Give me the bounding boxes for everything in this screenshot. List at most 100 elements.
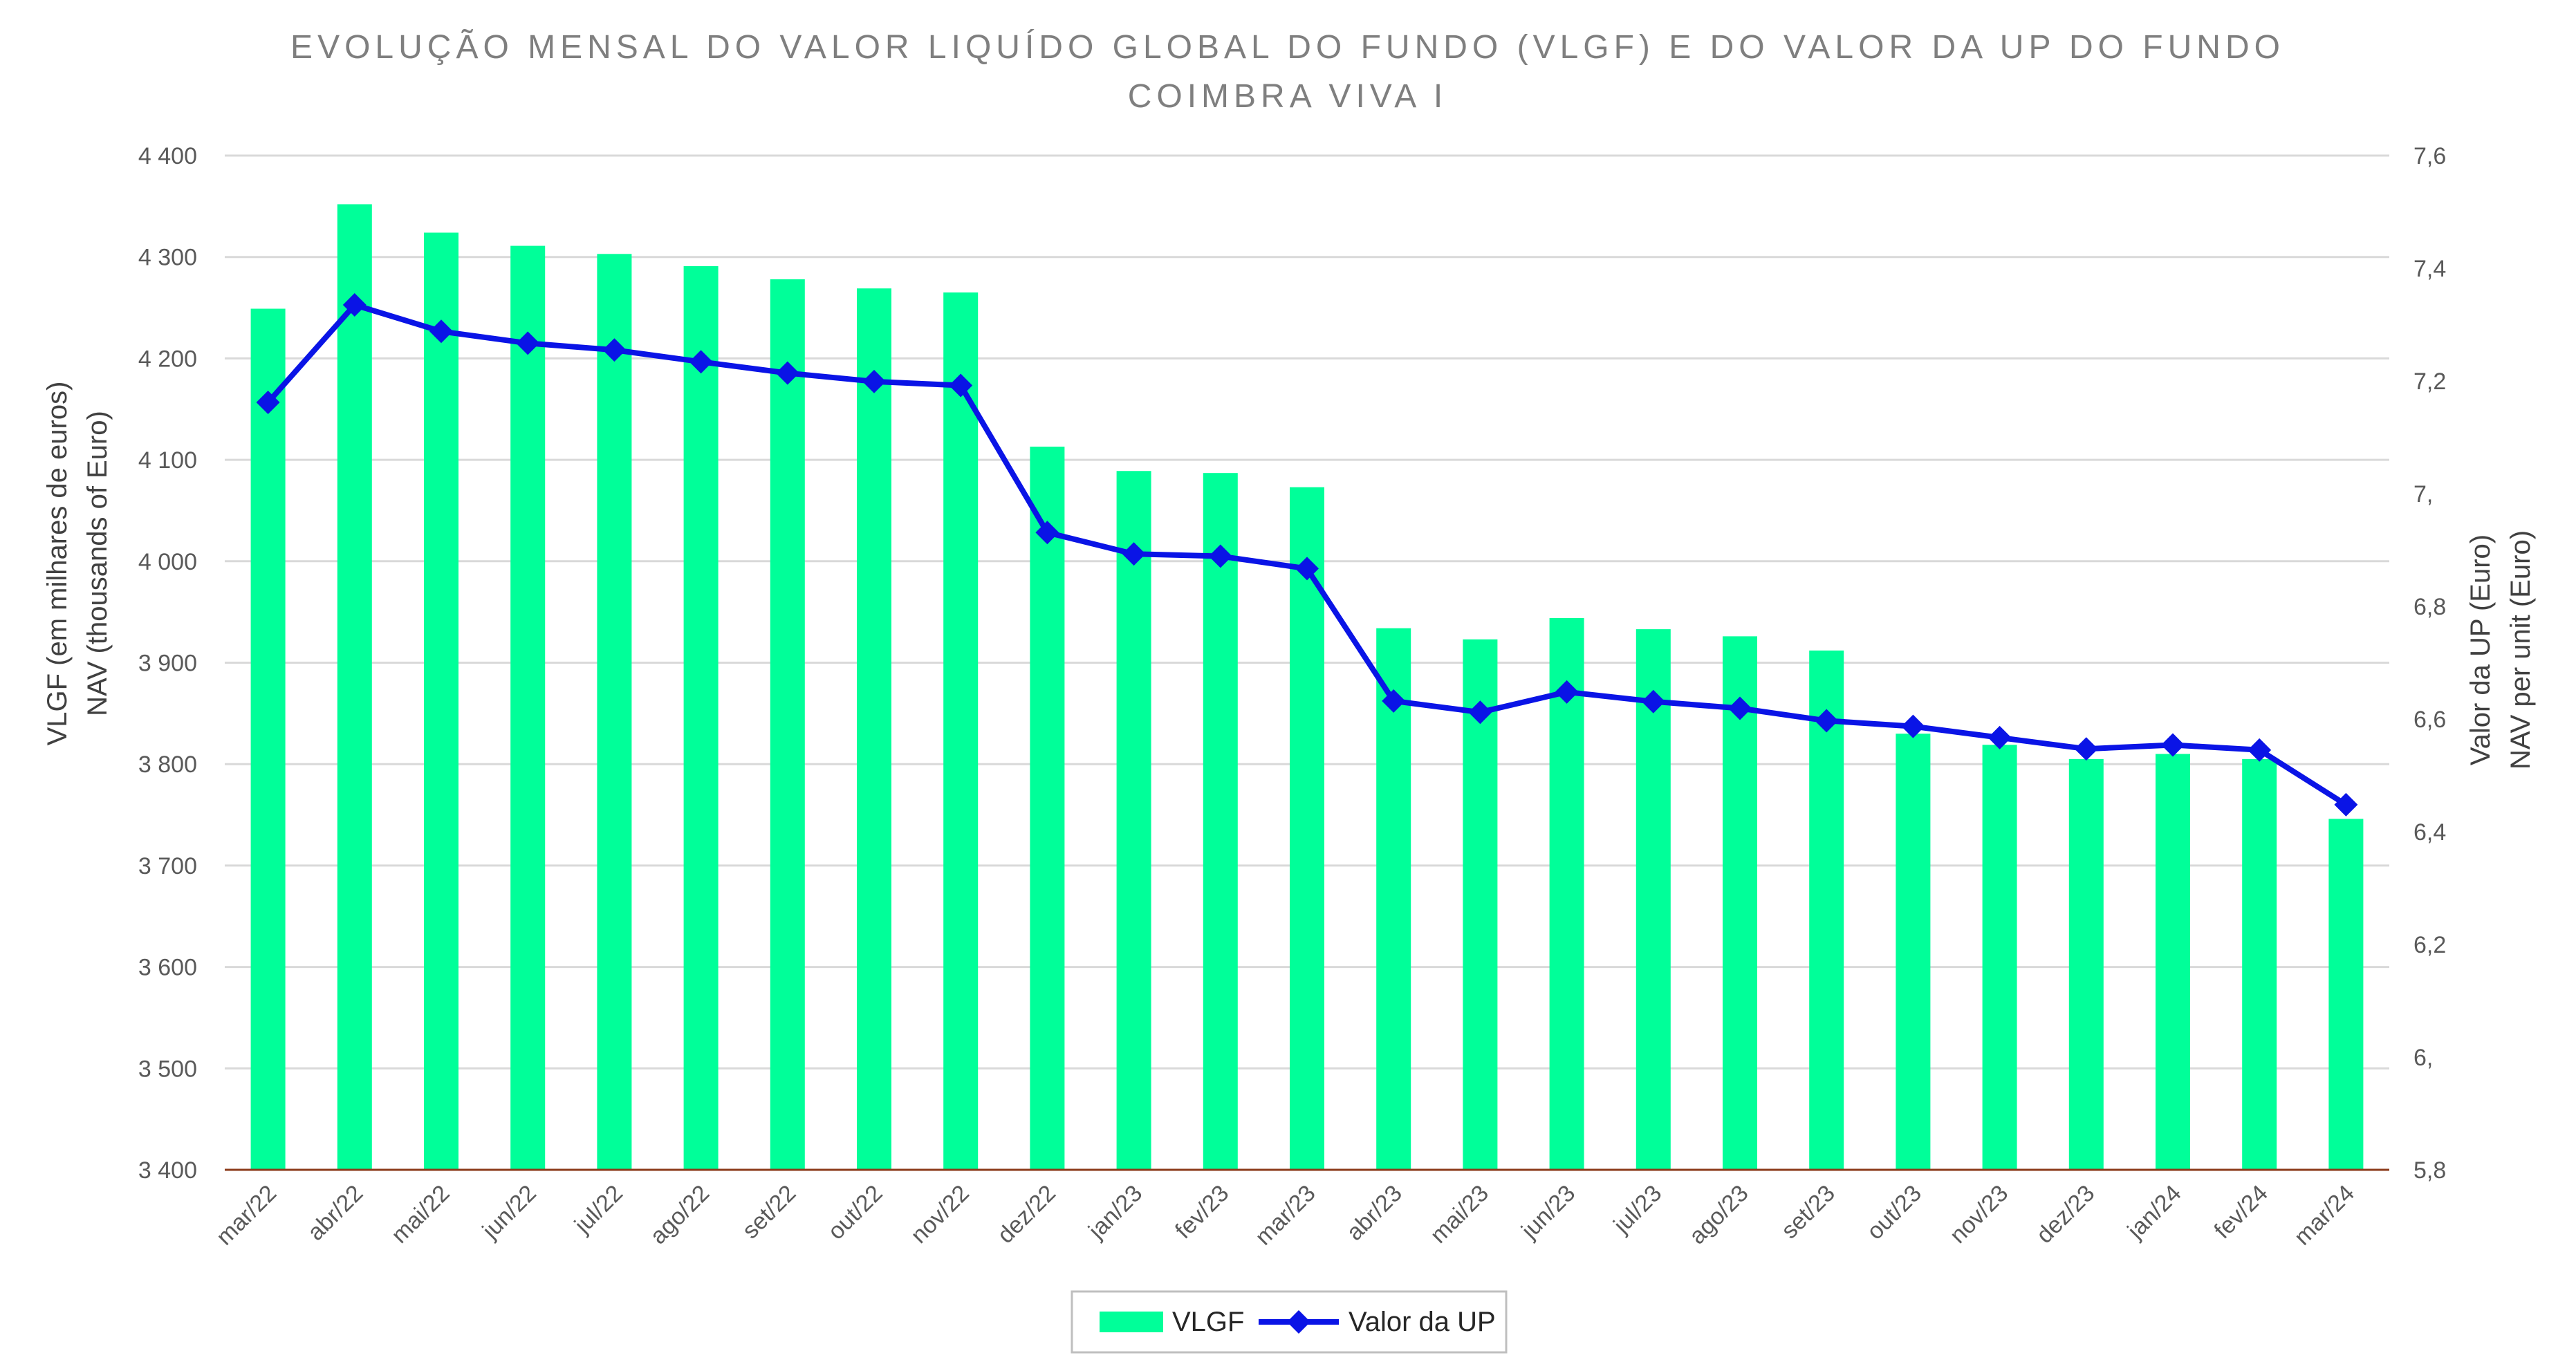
valor-da-up-marker xyxy=(2074,737,2098,761)
x-axis-tick-label: jun/23 xyxy=(1516,1180,1580,1244)
legend-valor-da-up-label: Valor da UP xyxy=(1349,1307,1496,1337)
valor-da-up-marker xyxy=(516,331,540,355)
right-axis-title: Valor da UP (Euro) NAV per unit (Euro) xyxy=(2465,530,2536,770)
valor-da-up-marker xyxy=(689,350,713,374)
left-axis-tick-label: 4 400 xyxy=(138,143,197,169)
valor-da-up-line-series xyxy=(256,293,2358,817)
valor-da-up-marker xyxy=(775,361,799,385)
left-axis-tick-labels: 3 400 3 500 3 600 3 700 3 800 3 900 4 000 4 100… xyxy=(138,143,197,1184)
x-axis-tick-label: fev/23 xyxy=(1170,1180,1234,1244)
vlgf-bar xyxy=(2328,819,2364,1170)
right-axis-tick-label: 6,6 xyxy=(2413,707,2446,733)
x-axis-tick-label: out/23 xyxy=(1862,1180,1927,1245)
vlgf-bar xyxy=(1809,650,1844,1170)
x-axis-tick-label: jan/24 xyxy=(2122,1180,2187,1244)
chart-title-line-1: EVOLUÇÃO MENSAL DO VALOR LIQUÍDO GLOBAL … xyxy=(290,28,2285,66)
right-axis-title-line-2: NAV per unit (Euro) xyxy=(2505,530,2536,770)
x-axis-tick-labels: mar/22 abr/22 mai/22 jun/22 jul/22 ago/22 set/… xyxy=(212,1180,2360,1251)
vlgf-bars xyxy=(250,204,2364,1171)
left-axis-tick-label: 3 500 xyxy=(138,1056,197,1082)
valor-da-up-marker xyxy=(1208,544,1232,568)
right-axis-tick-label: 7,2 xyxy=(2413,369,2446,395)
valor-da-up-marker xyxy=(1382,689,1406,713)
vlgf-bar xyxy=(1723,636,1757,1170)
right-axis-tick-label: 7,6 xyxy=(2413,143,2446,169)
valor-da-up-marker xyxy=(602,338,627,362)
vlgf-bar xyxy=(1896,734,1931,1170)
x-axis-tick-label: set/23 xyxy=(1776,1180,1840,1244)
left-axis-title: VLGF (em milhares de euros) NAV (thousan… xyxy=(42,382,113,746)
x-axis-tick-label: dez/22 xyxy=(992,1180,1061,1249)
valor-da-up-marker xyxy=(1035,521,1059,545)
vlgf-bar xyxy=(1116,471,1151,1170)
left-axis-tick-label: 4 300 xyxy=(138,245,197,271)
valor-da-up-marker xyxy=(342,293,367,317)
valor-da-up-marker xyxy=(1122,542,1146,566)
left-axis-tick-label: 3 400 xyxy=(138,1157,197,1184)
x-axis-tick-label: mar/23 xyxy=(1250,1180,1321,1251)
valor-da-up-marker xyxy=(1901,714,1925,738)
x-axis-tick-label: mai/23 xyxy=(1425,1180,1494,1249)
right-axis-tick-label: 6,8 xyxy=(2413,594,2446,620)
chart-title-line-2: COIMBRA VIVA I xyxy=(1128,78,1448,115)
vlgf-bar xyxy=(1982,745,2017,1170)
legend-vlgf-swatch xyxy=(1100,1312,1163,1332)
valor-da-up-marker xyxy=(2161,733,2185,757)
vlgf-bar xyxy=(683,265,719,1170)
vlgf-bar xyxy=(1290,487,1324,1170)
right-axis-tick-label: 5,8 xyxy=(2413,1157,2446,1184)
x-axis-tick-label: nov/22 xyxy=(906,1180,974,1249)
x-axis-tick-label: ago/22 xyxy=(645,1180,714,1249)
vlgf-bar xyxy=(424,232,458,1171)
right-axis-tick-label: 6,4 xyxy=(2413,819,2446,846)
x-axis-tick-label: ago/23 xyxy=(1684,1180,1753,1249)
x-axis-tick-label: fev/24 xyxy=(2209,1180,2272,1244)
x-axis-tick-label: mai/22 xyxy=(387,1180,455,1249)
vlgf-bar xyxy=(2242,758,2277,1170)
right-axis-tick-labels: 5,8 6, 6,2 6,4 6,6 6,8 7, 7,2 7,4 7,6 xyxy=(2413,143,2446,1184)
right-axis-title-line-1: Valor da UP (Euro) xyxy=(2465,534,2496,765)
vlgf-bar xyxy=(2156,754,2190,1170)
vlgf-bar xyxy=(770,279,805,1170)
legend-vlgf-label: VLGF xyxy=(1172,1307,1244,1337)
legend: VLGF Valor da UP xyxy=(1071,1290,1508,1354)
x-axis-tick-label: jan/23 xyxy=(1083,1180,1147,1244)
vlgf-bar xyxy=(2068,758,2104,1170)
left-axis-title-line-1: VLGF (em milhares de euros) xyxy=(42,382,73,746)
x-axis-tick-label: mar/22 xyxy=(212,1180,282,1251)
x-axis-tick-label: dez/23 xyxy=(2031,1180,2100,1249)
valor-da-up-marker xyxy=(1987,725,2012,749)
left-axis-tick-label: 4 000 xyxy=(138,549,197,575)
valor-da-up-marker xyxy=(2248,738,2272,762)
vlgf-bar xyxy=(1203,473,1238,1170)
left-axis-tick-label: 3 700 xyxy=(138,853,197,879)
valor-da-up-marker xyxy=(1815,709,1839,733)
vlgf-bar xyxy=(943,292,979,1170)
x-axis-tick-label: out/22 xyxy=(823,1180,888,1245)
vlgf-bar xyxy=(510,245,546,1170)
x-axis-tick-label: jun/22 xyxy=(477,1180,541,1244)
x-axis-tick-label: jul/22 xyxy=(569,1180,628,1239)
right-axis-tick-label: 6, xyxy=(2413,1045,2433,1071)
left-axis-tick-label: 3 600 xyxy=(138,955,197,981)
right-axis-tick-label: 7,4 xyxy=(2413,256,2446,282)
x-axis-tick-label: set/22 xyxy=(737,1180,801,1244)
vlgf-bar xyxy=(1636,629,1671,1170)
valor-da-up-marker xyxy=(256,390,280,414)
vlgf-bar xyxy=(1376,628,1411,1170)
vlgf-bar xyxy=(857,288,891,1170)
vlgf-bar xyxy=(1549,617,1584,1170)
x-axis-tick-label: nov/23 xyxy=(1945,1180,2013,1249)
left-axis-title-line-2: NAV (thousands of Euro) xyxy=(82,411,113,716)
legend-valor-da-up-marker xyxy=(1287,1310,1310,1334)
valor-da-up-marker xyxy=(2334,792,2358,817)
valor-da-up-marker xyxy=(1295,557,1319,581)
left-axis-tick-label: 4 100 xyxy=(138,447,197,474)
valor-da-up-marker xyxy=(429,319,453,344)
vlgf-bar xyxy=(337,204,372,1170)
left-axis-tick-label: 3 800 xyxy=(138,752,197,778)
right-axis-tick-label: 7, xyxy=(2413,481,2433,507)
vlgf-bar xyxy=(597,254,632,1170)
